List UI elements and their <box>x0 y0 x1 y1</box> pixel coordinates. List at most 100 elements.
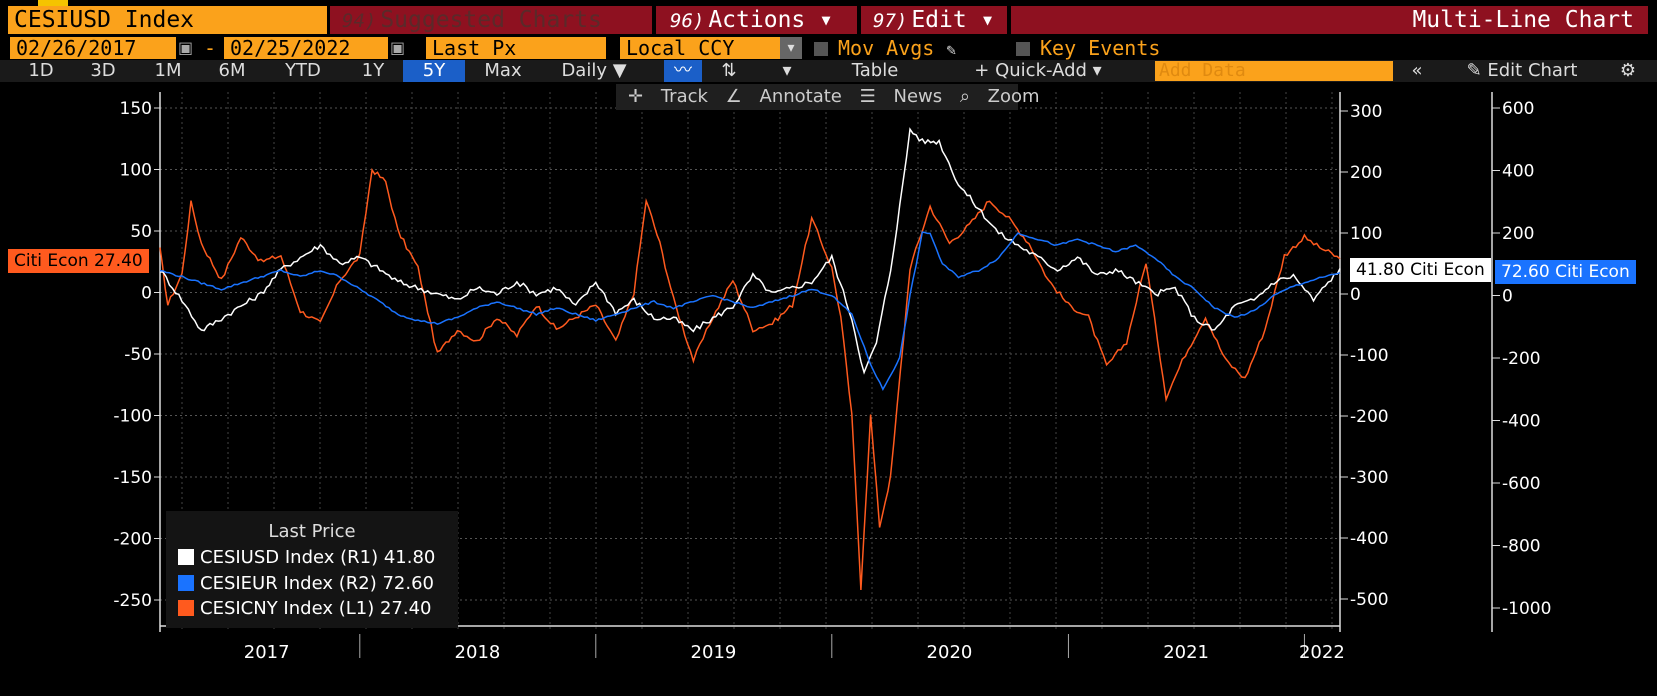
zoom-tool[interactable]: ⌕ Zoom <box>959 86 1040 107</box>
right1-tick-label: 200 <box>1350 163 1382 183</box>
ticker-field[interactable]: CESIUSD Index <box>8 6 327 34</box>
annotate-tool[interactable]: ∠ Annotate <box>725 86 842 107</box>
right2-tick-label: 200 <box>1502 224 1534 244</box>
eur-last-value-label: 72.60 Citi Econ <box>1495 260 1636 284</box>
left-tick-label: 50 <box>130 222 152 242</box>
bar-chart-icon[interactable]: ⇅ <box>721 60 737 81</box>
end-date-field[interactable]: 02/25/2022 <box>224 37 388 59</box>
price-field-select[interactable]: Last Px <box>426 37 606 59</box>
calendar-icon[interactable]: ▣ <box>390 38 406 57</box>
chevron-down-icon[interactable]: ▾ <box>782 60 792 81</box>
suggested-charts-button[interactable]: 94) Suggested Charts <box>330 6 652 34</box>
chevron-down-icon[interactable]: ▾ <box>780 37 802 59</box>
right1-tick-label: -100 <box>1350 346 1389 366</box>
left-tick-label: -250 <box>113 591 152 611</box>
suggested-charts-label: Suggested Charts <box>380 7 602 33</box>
actions-menu-button[interactable]: 96) Actions ▾ <box>656 6 857 34</box>
actions-label: Actions ▾ <box>708 7 833 33</box>
range-1d-button[interactable]: 1D <box>28 60 54 81</box>
legend-swatch <box>178 549 194 565</box>
left-tick-label: 100 <box>120 161 152 181</box>
edit-menu-button[interactable]: 97) Edit ▾ <box>861 6 1007 34</box>
edit-chart-button[interactable]: ✎ Edit Chart <box>1442 60 1602 82</box>
range-3d-button[interactable]: 3D <box>90 60 116 81</box>
right2-tick-label: 0 <box>1502 287 1513 307</box>
legend-label: CESIEUR Index (R2) 72.60 <box>200 573 434 594</box>
series-line-cesieur-index <box>159 231 1341 391</box>
track-label: Track <box>660 86 708 107</box>
right1-tick-label: -400 <box>1350 529 1389 549</box>
right2-tick-label: -1000 <box>1502 599 1551 619</box>
range-ytd-button[interactable]: YTD <box>285 60 321 81</box>
news-label: News <box>893 86 943 107</box>
right2-tick-label: 400 <box>1502 162 1534 182</box>
edit-label: Edit ▾ <box>911 7 995 33</box>
right2-tick-label: -800 <box>1502 537 1541 557</box>
x-tick-label: 2019 <box>691 642 737 663</box>
legend-entry: CESICNY Index (L1) 27.40 <box>178 598 431 619</box>
range-6m-button[interactable]: 6M <box>218 60 246 81</box>
chart-legend: Last Price CESIUSD Index (R1) 41.80 CESI… <box>166 511 458 628</box>
legend-label: CESIUSD Index (R1) 41.80 <box>200 547 436 568</box>
suggested-charts-number: 94) <box>342 10 377 32</box>
chart-type-title: Multi-Line Chart <box>1011 6 1648 34</box>
range-max-button[interactable]: Max <box>484 60 522 81</box>
right1-tick-label: 0 <box>1350 285 1361 305</box>
start-date-field[interactable]: 02/26/2017 <box>10 37 176 59</box>
range-1y-button[interactable]: 1Y <box>361 60 385 81</box>
date-range-separator: - <box>204 36 217 60</box>
legend-entry: CESIUSD Index (R1) 41.80 <box>178 547 435 568</box>
mov-avgs-toggle[interactable]: Mov Avgs ✎ <box>814 37 1004 59</box>
right2-tick-label: -200 <box>1502 349 1541 369</box>
legend-label: CESICNY Index (L1) 27.40 <box>200 598 432 619</box>
chart-series <box>159 127 1341 591</box>
legend-swatch <box>178 600 194 616</box>
x-tick-label: 2020 <box>927 642 973 663</box>
pencil-icon[interactable]: ✎ <box>946 40 957 59</box>
x-axis-ticks: 2017 2018 2019 2020 2021 2022 <box>244 634 1345 663</box>
legend-swatch <box>178 575 194 591</box>
track-tool[interactable]: ✛ Track <box>628 86 708 107</box>
frequency-select[interactable]: Daily ▼ <box>561 60 627 81</box>
left-tick-label: -50 <box>124 345 152 365</box>
calendar-icon[interactable]: ▣ <box>178 38 194 57</box>
zoom-label: Zoom <box>987 86 1040 107</box>
cny-last-value-label: Citi Econ 27.40 <box>8 249 149 273</box>
quick-add-button[interactable]: + Quick-Add ▾ <box>974 60 1102 81</box>
left-tick-label: -100 <box>113 407 152 427</box>
add-data-input[interactable]: Add Data <box>1155 61 1393 81</box>
multi-line-chart[interactable]: 150 100 50 0 -50 -100 -150 -200 -250 300 200 100 0 -1… <box>0 82 1657 696</box>
right2-tick-label: -400 <box>1502 412 1541 432</box>
series-line-cesicny-index <box>159 167 1341 591</box>
key-events-toggle[interactable]: Key Events <box>1016 37 1216 59</box>
edit-number: 97) <box>873 10 908 32</box>
line-chart-icon[interactable]: 〰 <box>664 60 702 82</box>
pencil-icon: ✎ <box>1466 60 1488 81</box>
right1-tick-label: 100 <box>1350 224 1382 244</box>
series-line-cesiusd-index <box>159 127 1341 375</box>
x-tick-label: 2022 <box>1299 642 1345 663</box>
table-button[interactable]: Table <box>851 60 899 81</box>
news-tool[interactable]: ☰ News <box>859 86 943 107</box>
gear-icon[interactable]: ⚙ <box>1619 60 1637 81</box>
status-marker <box>38 0 68 6</box>
key-events-label: Key Events <box>1040 36 1161 60</box>
left-tick-label: 0 <box>141 284 152 304</box>
annotate-label: Annotate <box>759 86 842 107</box>
right1-tick-label: -200 <box>1350 407 1389 427</box>
range-5y-button[interactable]: 5Y <box>403 60 465 82</box>
checkbox-icon[interactable] <box>814 42 828 56</box>
range-1m-button[interactable]: 1M <box>154 60 182 81</box>
currency-select[interactable]: Local CCY <box>620 37 780 59</box>
edit-chart-label: Edit Chart <box>1487 60 1578 81</box>
collapse-icon[interactable]: « <box>1411 60 1423 81</box>
right2-tick-label: 600 <box>1502 99 1534 119</box>
right1-tick-label: -300 <box>1350 468 1389 488</box>
chart-tool-bar: ✛ Track ∠ Annotate ☰ News ⌕ Zoom <box>616 84 1040 110</box>
right1-tick-label: 300 <box>1350 102 1382 122</box>
chart-axes: 150 100 50 0 -50 -100 -150 -200 -250 300 200 100 0 -1… <box>113 92 1551 632</box>
checkbox-icon[interactable] <box>1016 42 1030 56</box>
mov-avgs-label: Mov Avgs <box>838 36 935 60</box>
right2-tick-label: -600 <box>1502 474 1541 494</box>
right1-tick-label: -500 <box>1350 590 1389 610</box>
